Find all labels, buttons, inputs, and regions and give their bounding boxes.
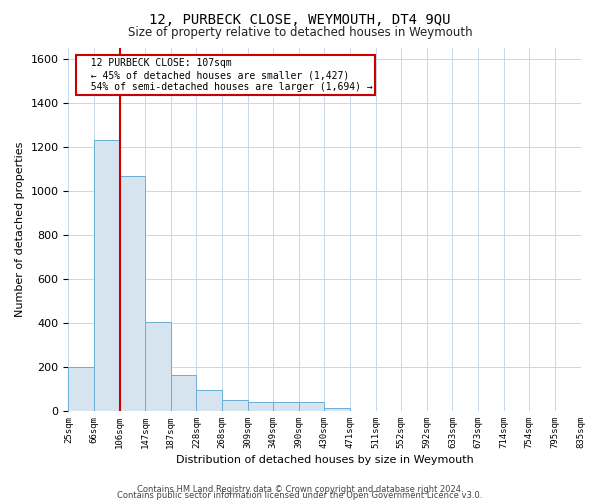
- Bar: [273, 402, 299, 411]
- Text: 12 PURBECK CLOSE: 107sqm
  ← 45% of detached houses are smaller (1,427)
  54% of: 12 PURBECK CLOSE: 107sqm ← 45% of detach…: [79, 58, 373, 92]
- Text: Size of property relative to detached houses in Weymouth: Size of property relative to detached ho…: [128, 26, 472, 39]
- Bar: [94, 140, 119, 411]
- Bar: [68, 367, 94, 411]
- Bar: [171, 374, 196, 411]
- Bar: [325, 408, 350, 411]
- Bar: [248, 402, 273, 411]
- Bar: [222, 400, 248, 411]
- Y-axis label: Number of detached properties: Number of detached properties: [15, 142, 25, 317]
- Bar: [145, 322, 171, 411]
- Bar: [119, 176, 145, 411]
- Text: 12, PURBECK CLOSE, WEYMOUTH, DT4 9QU: 12, PURBECK CLOSE, WEYMOUTH, DT4 9QU: [149, 12, 451, 26]
- Bar: [196, 390, 222, 411]
- Text: Contains HM Land Registry data © Crown copyright and database right 2024.: Contains HM Land Registry data © Crown c…: [137, 485, 463, 494]
- Text: Contains public sector information licensed under the Open Government Licence v3: Contains public sector information licen…: [118, 491, 482, 500]
- X-axis label: Distribution of detached houses by size in Weymouth: Distribution of detached houses by size …: [176, 455, 473, 465]
- Bar: [299, 402, 325, 411]
